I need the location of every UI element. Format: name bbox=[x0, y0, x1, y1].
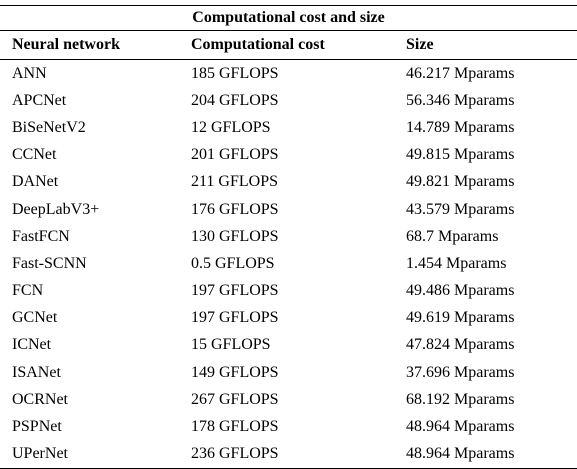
cell-network: ANN bbox=[12, 64, 47, 82]
cell-cost: 211 GFLOPS bbox=[191, 173, 278, 191]
header-size: Size bbox=[400, 30, 577, 60]
cell-cost: 204 GFLOPS bbox=[191, 91, 279, 109]
table-row: Fast-SCNN 0.5 GFLOPS 1.454 Mparams bbox=[0, 250, 577, 277]
cell-network: PSPNet bbox=[12, 418, 62, 436]
cell-size: 46.217 Mparams bbox=[406, 64, 515, 82]
table-caption: Computational cost and size bbox=[0, 5, 577, 31]
cell-cost: 267 GFLOPS bbox=[191, 390, 279, 408]
cell-network: Fast-SCNN bbox=[12, 254, 87, 272]
cell-size: 43.579 Mparams bbox=[406, 200, 515, 218]
cell-cost: 185 GFLOPS bbox=[191, 64, 279, 82]
cell-size: 1.454 Mparams bbox=[406, 254, 507, 272]
cell-cost: 236 GFLOPS bbox=[185, 440, 400, 469]
header-row: Neural network Computational cost Size bbox=[0, 30, 577, 60]
cell-network: GCNet bbox=[12, 309, 58, 327]
cell-cost: 149 GFLOPS bbox=[191, 363, 279, 381]
cell-size: 47.824 Mparams bbox=[406, 336, 515, 354]
cell-network: ICNet bbox=[12, 336, 52, 354]
cell-network: DANet bbox=[12, 173, 59, 191]
cell-network: BiSeNetV2 bbox=[12, 118, 86, 136]
cell-cost: 15 GFLOPS bbox=[191, 336, 271, 354]
cell-network: CCNet bbox=[12, 146, 57, 164]
cell-size: 37.696 Mparams bbox=[406, 363, 515, 381]
computational-cost-table: Computational cost and size Neural netwo… bbox=[0, 5, 577, 469]
table-row: ISANet 149 GFLOPS 37.696 Mparams bbox=[0, 359, 577, 386]
cell-network: OCRNet bbox=[12, 390, 68, 408]
cell-network: APCNet bbox=[12, 91, 67, 109]
cell-cost: 176 GFLOPS bbox=[191, 200, 279, 218]
table-row: CCNet 201 GFLOPS 49.815 Mparams bbox=[0, 142, 577, 169]
table-body: ANN 185 GFLOPS 46.217 Mparams APCNet 204 GFL… bbox=[0, 60, 577, 469]
table-row: DANet 211 GFLOPS 49.821 Mparams bbox=[0, 169, 577, 196]
header-neural-network: Neural network bbox=[0, 30, 185, 60]
table-row: ANN 185 GFLOPS 46.217 Mparams bbox=[0, 60, 577, 88]
caption-row: Computational cost and size bbox=[0, 5, 577, 31]
cell-network: ISANet bbox=[12, 363, 61, 381]
cell-network: UPerNet bbox=[0, 440, 185, 469]
cell-network: FastFCN bbox=[12, 227, 70, 245]
table-row: DeepLabV3+ 176 GFLOPS 43.579 Mparams bbox=[0, 196, 577, 223]
cell-size: 68.7 Mparams bbox=[406, 227, 499, 245]
cell-network: DeepLabV3+ bbox=[12, 200, 100, 218]
cell-size: 48.964 Mparams bbox=[400, 440, 577, 469]
table-row: FastFCN 130 GFLOPS 68.7 Mparams bbox=[0, 223, 577, 250]
cell-size: 49.815 Mparams bbox=[406, 146, 515, 164]
cell-cost: 12 GFLOPS bbox=[191, 118, 271, 136]
cell-cost: 0.5 GFLOPS bbox=[191, 254, 275, 272]
cell-size: 49.486 Mparams bbox=[406, 282, 515, 300]
table-row: BiSeNetV2 12 GFLOPS 14.789 Mparams bbox=[0, 114, 577, 141]
cell-cost: 201 GFLOPS bbox=[191, 146, 279, 164]
cell-cost: 197 GFLOPS bbox=[191, 309, 279, 327]
cell-size: 14.789 Mparams bbox=[406, 118, 515, 136]
table-row: ICNet 15 GFLOPS 47.824 Mparams bbox=[0, 332, 577, 359]
cell-size: 49.821 Mparams bbox=[406, 173, 515, 191]
table-row: APCNet 204 GFLOPS 56.346 Mparams bbox=[0, 87, 577, 114]
table-row: OCRNet 267 GFLOPS 68.192 Mparams bbox=[0, 386, 577, 413]
table-row: UPerNet 236 GFLOPS 48.964 Mparams bbox=[0, 440, 577, 469]
cell-network: FCN bbox=[12, 282, 44, 300]
cell-size: 56.346 Mparams bbox=[406, 91, 515, 109]
header-computational-cost: Computational cost bbox=[185, 30, 400, 60]
cell-size: 68.192 Mparams bbox=[406, 390, 515, 408]
table-row: PSPNet 178 GFLOPS 48.964 Mparams bbox=[0, 413, 577, 440]
table-row: FCN 197 GFLOPS 49.486 Mparams bbox=[0, 278, 577, 305]
cell-cost: 197 GFLOPS bbox=[191, 282, 279, 300]
cell-cost: 178 GFLOPS bbox=[191, 418, 279, 436]
table-row: GCNet 197 GFLOPS 49.619 Mparams bbox=[0, 305, 577, 332]
cell-size: 49.619 Mparams bbox=[406, 309, 515, 327]
cell-size: 48.964 Mparams bbox=[406, 418, 515, 436]
cell-cost: 130 GFLOPS bbox=[191, 227, 279, 245]
